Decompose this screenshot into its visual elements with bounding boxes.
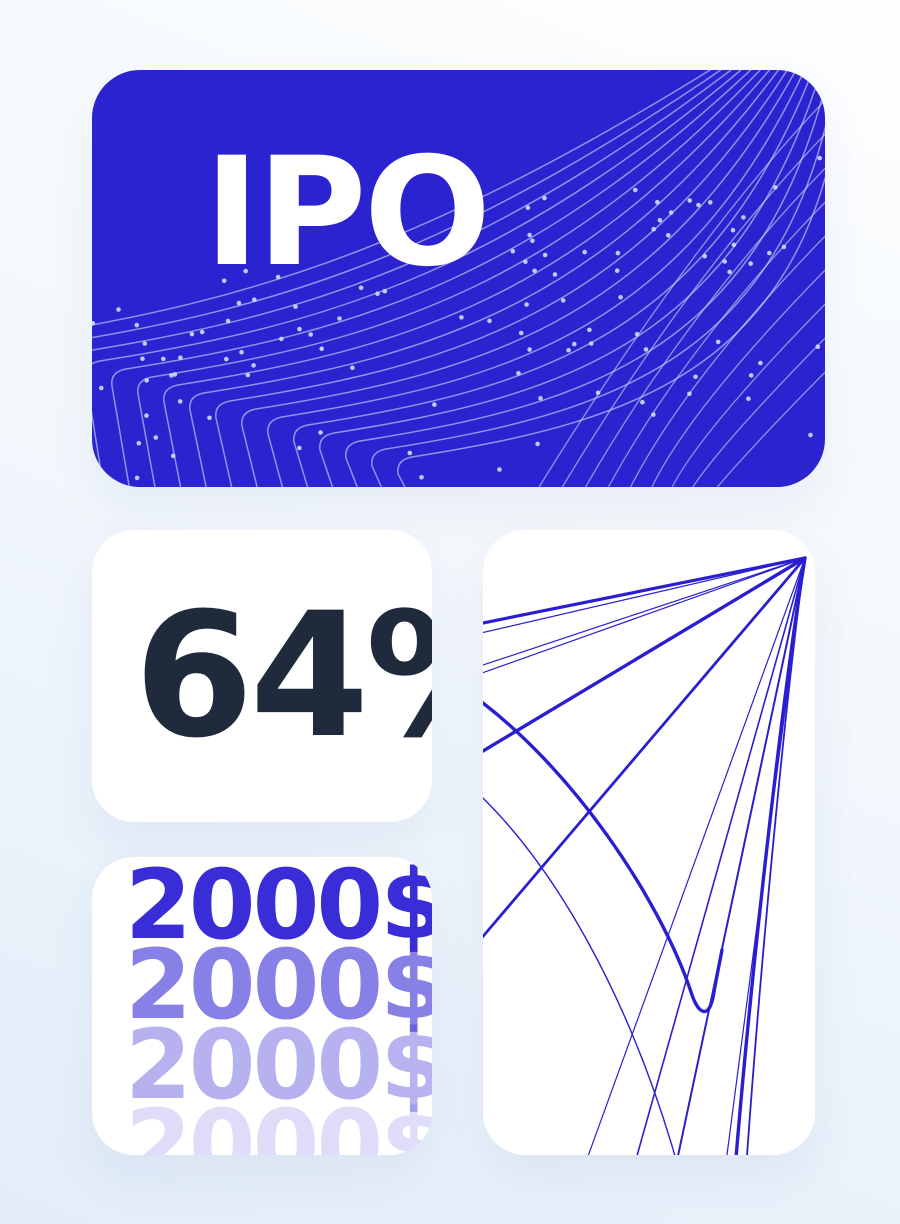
hero-title: IPO [204, 126, 491, 300]
mesh-wireframe-graphic [92, 70, 825, 487]
cone-wireframe-graphic [483, 556, 807, 1155]
stat-value: 64% [134, 575, 432, 776]
price-row: 2000$ [125, 929, 432, 1041]
cone-card [483, 530, 815, 1155]
stat-card: 64% [92, 530, 432, 822]
price-row: 2000$ [125, 1089, 432, 1155]
price-card: 2000$ 2000$ 2000$ 2000$ [92, 857, 432, 1155]
price-row: 2000$ [125, 1009, 432, 1121]
ipo-hero-card: IPO [92, 70, 825, 487]
price-row: 2000$ [125, 857, 432, 961]
